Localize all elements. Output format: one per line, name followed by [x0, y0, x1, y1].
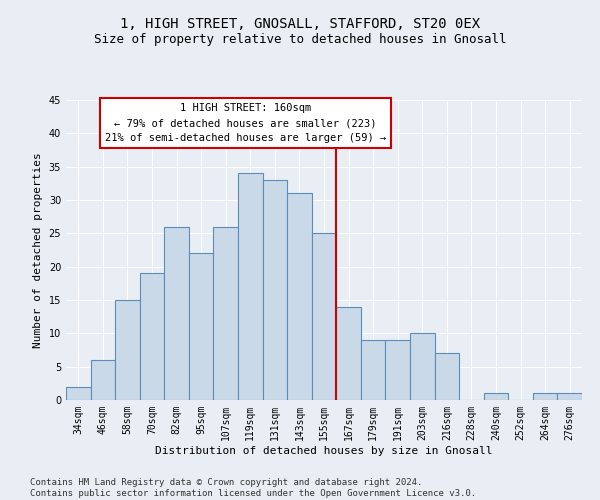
Bar [312, 234, 336, 400]
Y-axis label: Number of detached properties: Number of detached properties [33, 152, 43, 348]
Bar [361, 340, 385, 400]
X-axis label: Distribution of detached houses by size in Gnosall: Distribution of detached houses by size … [155, 446, 493, 456]
Bar [189, 254, 214, 400]
Bar [91, 360, 115, 400]
Bar [238, 174, 263, 400]
Bar [287, 194, 312, 400]
Text: Size of property relative to detached houses in Gnosall: Size of property relative to detached ho… [94, 32, 506, 46]
Bar [263, 180, 287, 400]
Bar [164, 226, 189, 400]
Bar [410, 334, 434, 400]
Bar [385, 340, 410, 400]
Bar [66, 386, 91, 400]
Bar [336, 306, 361, 400]
Text: Contains HM Land Registry data © Crown copyright and database right 2024.
Contai: Contains HM Land Registry data © Crown c… [30, 478, 476, 498]
Text: 1, HIGH STREET, GNOSALL, STAFFORD, ST20 0EX: 1, HIGH STREET, GNOSALL, STAFFORD, ST20 … [120, 18, 480, 32]
Bar [557, 394, 582, 400]
Bar [115, 300, 140, 400]
Bar [140, 274, 164, 400]
Bar [214, 226, 238, 400]
Bar [533, 394, 557, 400]
Text: 1 HIGH STREET: 160sqm
← 79% of detached houses are smaller (223)
21% of semi-det: 1 HIGH STREET: 160sqm ← 79% of detached … [105, 104, 386, 143]
Bar [484, 394, 508, 400]
Bar [434, 354, 459, 400]
